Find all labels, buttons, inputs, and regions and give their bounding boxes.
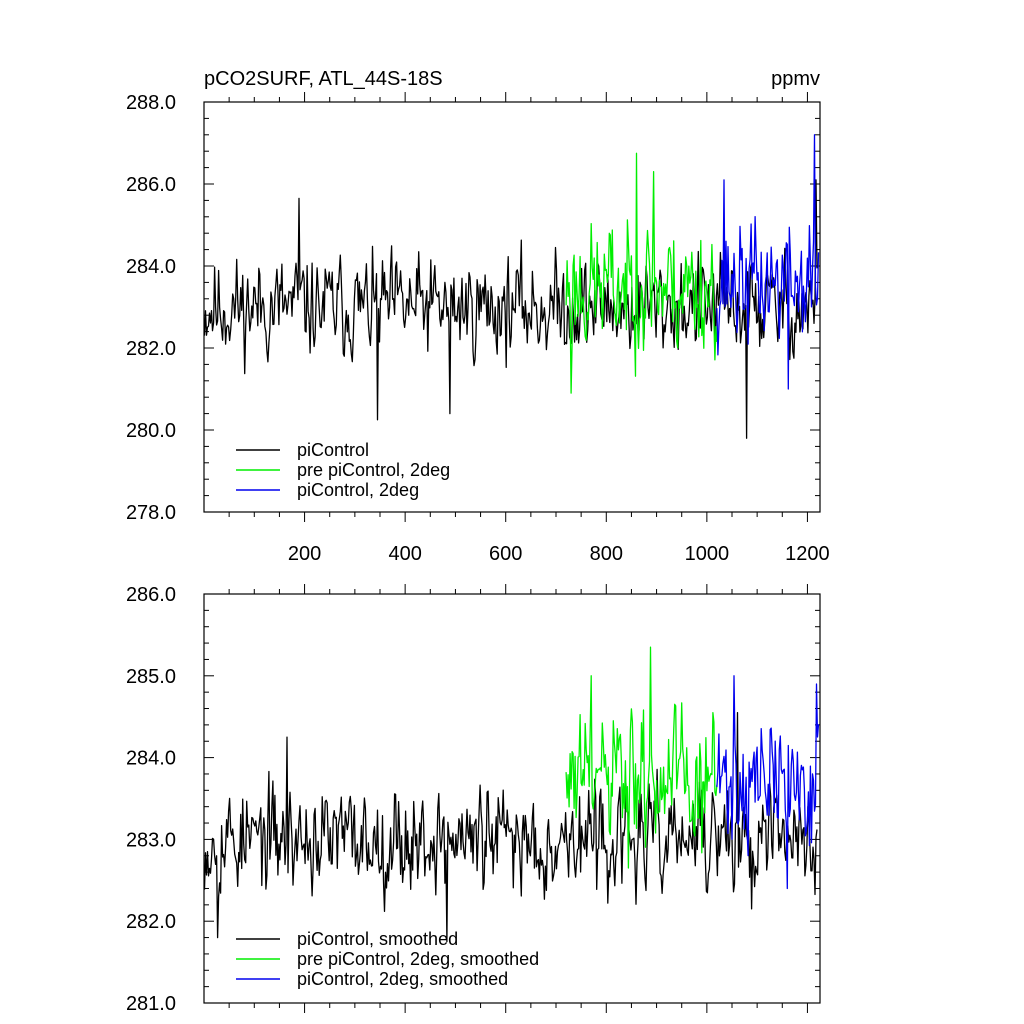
y-tick-label: 286.0 <box>126 174 176 196</box>
series-line-picontrol-2deg <box>716 134 820 390</box>
y-tick-label: 285.0 <box>126 666 176 688</box>
y-tick-label: 281.0 <box>126 993 176 1015</box>
y-tick-label: 288.0 <box>126 92 176 114</box>
y-tick-label: 282.0 <box>126 911 176 933</box>
chart-title: pCO2SURF, ATL_44S-18S <box>204 68 443 90</box>
x-tick-label: 1200 <box>785 543 830 565</box>
legend-label: pre piControl, 2deg <box>297 460 450 480</box>
y-tick-label: 278.0 <box>126 502 176 524</box>
legend-label: piControl, 2deg, smoothed <box>297 969 508 989</box>
series-group <box>204 646 820 943</box>
y-tick-label: 286.0 <box>126 584 176 606</box>
legend-label: piControl, smoothed <box>297 929 458 949</box>
legend-label: piControl <box>297 440 369 460</box>
y-tick-label: 283.0 <box>126 829 176 851</box>
series-line-picontrol <box>204 179 818 439</box>
x-tick-label: 200 <box>288 543 321 565</box>
series-line-picontrol-2deg-smoothed <box>716 675 820 890</box>
legend-label: pre piControl, 2deg, smoothed <box>297 949 539 969</box>
series-group <box>204 134 820 439</box>
y-tick-label: 282.0 <box>126 338 176 360</box>
plot-frame <box>203 101 821 513</box>
x-tick-label: 400 <box>388 543 421 565</box>
y-tick-label: 284.0 <box>126 256 176 278</box>
top-panel: 200 400 600 800 1000 1200 278.0 280.0 282.0 284.0… <box>126 92 830 565</box>
plot-frame <box>203 593 821 1004</box>
bottom-panel: 281.0 282.0 283.0 284.0 285.0 286.0 piControl,… <box>126 584 821 1015</box>
y-tick-label: 280.0 <box>126 420 176 442</box>
series-line-picontrol-smoothed <box>204 711 818 943</box>
units-label: ppmv <box>771 68 820 90</box>
series-line-pre-picontrol-2deg-smoothed <box>565 646 718 869</box>
x-tick-label: 600 <box>489 543 522 565</box>
series-line-pre-picontrol-2deg <box>565 152 718 394</box>
legend-label: piControl, 2deg <box>297 480 419 500</box>
x-tick-label: 1000 <box>685 543 730 565</box>
y-tick-label: 284.0 <box>126 748 176 770</box>
x-tick-label: 800 <box>590 543 623 565</box>
